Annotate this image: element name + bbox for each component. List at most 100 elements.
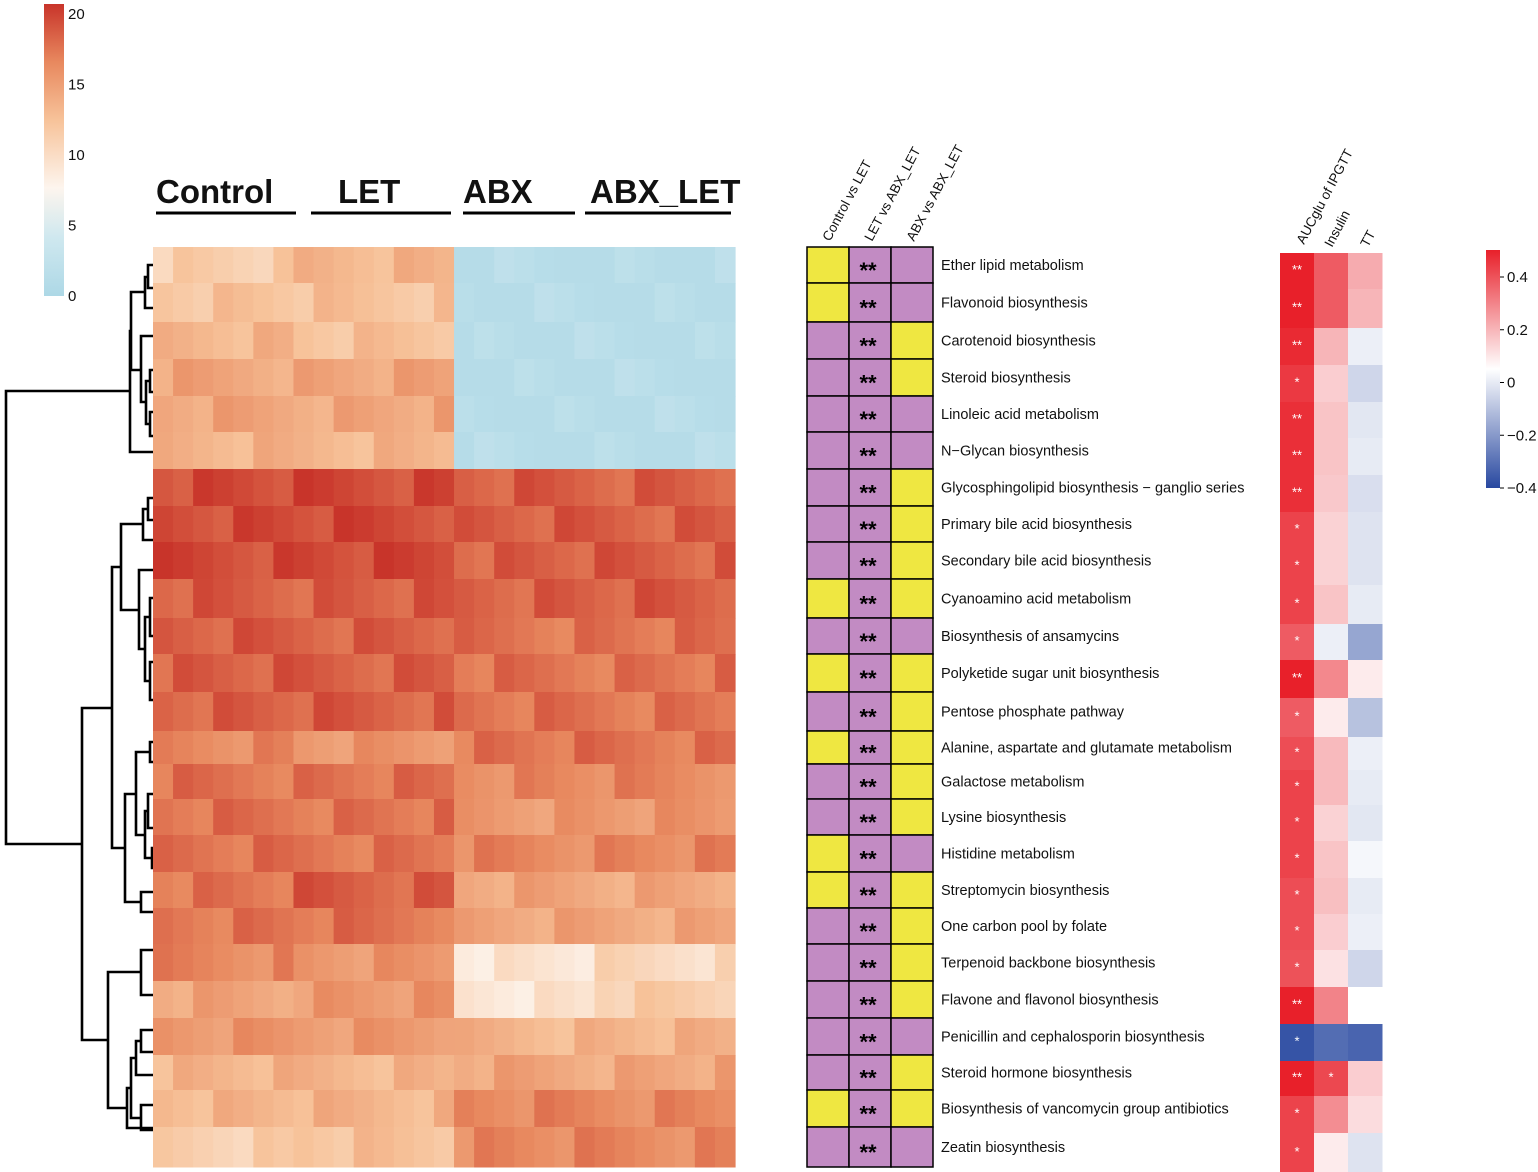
heatmap-cell — [534, 908, 555, 945]
heatmap-cell — [454, 432, 475, 470]
heatmap-cell — [594, 469, 616, 507]
heatmap-cell — [494, 944, 515, 982]
heatmap-cell — [153, 542, 174, 580]
comparison-cell — [890, 358, 934, 397]
correlation-header-insulin: Insulin — [1321, 208, 1353, 250]
correlation-cell — [1314, 512, 1349, 549]
heatmap-cell — [554, 872, 576, 909]
heatmap-cell — [193, 283, 214, 323]
comparison-cell — [848, 1126, 892, 1168]
comparison-significance-mark: ** — [859, 956, 877, 981]
heatmap-cell — [193, 432, 214, 470]
correlation-cell — [1280, 548, 1315, 586]
heatmap-cell — [193, 618, 214, 655]
heatmap-cell — [433, 542, 455, 580]
comparison-cell — [806, 1017, 850, 1056]
heatmap-cell — [614, 542, 636, 580]
heatmap-cell — [373, 618, 395, 655]
heatmap-cell — [433, 359, 455, 397]
heatmap-cell — [253, 1127, 275, 1168]
comparison-significance-mark: ** — [859, 296, 877, 321]
heatmap-cell — [694, 731, 716, 765]
correlation-cell — [1314, 914, 1349, 951]
correlation-cell — [1314, 438, 1349, 476]
heatmap-cell — [654, 579, 676, 619]
comparison-cell — [806, 871, 850, 909]
heatmap-cell — [353, 764, 375, 800]
heatmap-cell — [313, 322, 335, 360]
heatmap-cell — [293, 283, 315, 323]
heatmap-cell — [494, 1127, 515, 1168]
correlation-significance-mark: ** — [1292, 997, 1302, 1012]
heatmap-cell — [574, 542, 596, 580]
heatmap-cell — [313, 835, 335, 873]
correlation-cell — [1314, 365, 1349, 403]
heatmap-cell — [454, 981, 475, 1019]
correlation-cell — [1280, 438, 1315, 476]
heatmap-cell — [654, 835, 676, 873]
heatmap-cell — [313, 981, 335, 1019]
heatmap-cell — [454, 359, 475, 397]
heatmap-cell — [353, 872, 375, 909]
comparison-cell — [848, 541, 892, 580]
heatmap-cell — [634, 654, 656, 693]
pathway-label: One carbon pool by folate — [941, 919, 1107, 935]
comparison-cell — [806, 246, 850, 284]
heatmap-cell — [674, 283, 696, 323]
heatmap-cell — [614, 1090, 636, 1128]
heatmap-cell — [333, 1055, 355, 1091]
heatmap-cell — [213, 981, 234, 1019]
comparison-cell — [890, 246, 934, 284]
heatmap-cell — [554, 764, 576, 800]
heatmap-cell — [333, 872, 355, 909]
heatmap-cell — [153, 1090, 174, 1128]
heatmap-cell — [554, 731, 576, 765]
heatmap-cell — [674, 692, 696, 732]
pathway-label: N−Glycan biosynthesis — [941, 444, 1089, 460]
heatmap-cell — [293, 1055, 315, 1091]
correlation-cell — [1348, 624, 1383, 661]
heatmap-cell — [353, 692, 375, 732]
heatmap-cell — [293, 432, 315, 470]
comparison-cell — [806, 798, 850, 836]
abundance-legend-tick: 5 — [68, 218, 76, 235]
heatmap-cell — [333, 835, 355, 873]
heatmap-cell — [674, 506, 696, 543]
heatmap-cell — [534, 1055, 555, 1091]
heatmap-cell — [313, 731, 335, 765]
heatmap-cell — [694, 835, 716, 873]
heatmap-cell — [534, 283, 555, 323]
heatmap-cell — [153, 944, 174, 982]
heatmap-cell — [574, 579, 596, 619]
heatmap-cell — [233, 731, 254, 765]
heatmap-cell — [313, 432, 335, 470]
heatmap-cell — [674, 396, 696, 433]
correlation-significance-mark: * — [1294, 709, 1299, 724]
heatmap-cell — [293, 908, 315, 945]
heatmap-cell — [153, 579, 174, 619]
heatmap-cell — [474, 1127, 495, 1168]
heatmap-cell — [153, 731, 174, 765]
heatmap-cell — [333, 542, 355, 580]
heatmap-cell — [714, 359, 736, 397]
heatmap-cell — [534, 692, 555, 732]
heatmap-cell — [634, 764, 656, 800]
heatmap-cell — [153, 506, 174, 543]
heatmap-cell — [293, 1127, 315, 1168]
heatmap-cell — [193, 835, 214, 873]
comparison-significance-mark: ** — [859, 444, 877, 469]
correlation-cell — [1348, 328, 1383, 366]
heatmap-cell — [614, 579, 636, 619]
comparison-significance-mark: ** — [859, 1102, 877, 1127]
heatmap-cell — [313, 908, 335, 945]
heatmap-cell — [574, 1055, 596, 1091]
heatmap-cell — [694, 469, 716, 507]
heatmap-cell — [233, 908, 254, 945]
heatmap-cell — [574, 1018, 596, 1056]
heatmap-cell — [273, 579, 295, 619]
heatmap-cell — [193, 359, 214, 397]
heatmap-cell — [594, 908, 616, 945]
pathway-label: Lysine biosynthesis — [941, 810, 1066, 826]
heatmap-cell — [514, 1055, 535, 1091]
correlation-cell — [1314, 548, 1349, 586]
